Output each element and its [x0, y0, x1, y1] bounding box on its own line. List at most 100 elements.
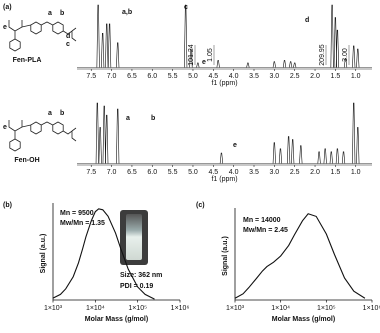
- nmr-peak: [329, 151, 333, 164]
- nmr-peak: [96, 4, 100, 68]
- nmr-peak: [352, 102, 356, 164]
- compound-name: Fen-OH: [14, 157, 39, 164]
- nmr-peak: [343, 58, 348, 68]
- annotation: c: [66, 41, 70, 48]
- annotation: b: [60, 10, 64, 17]
- nmr-peak: [291, 139, 295, 164]
- x-tick-label: 7.0: [107, 169, 117, 176]
- nmr-peak: [341, 151, 346, 164]
- x-tick-label: 1×10⁶: [171, 305, 190, 312]
- annotation: Mw/Mn = 1.35: [60, 220, 105, 227]
- vial-photo: [126, 214, 142, 260]
- x-tick-label: 6.5: [127, 73, 137, 80]
- nmr-peak: [196, 62, 200, 68]
- x-tick-label: 1.5: [331, 169, 341, 176]
- nmr-peak: [105, 114, 109, 164]
- x-tick-label: 1.5: [331, 73, 341, 80]
- y-axis-label: Signal (a.u.): [40, 234, 47, 274]
- nmr-peak: [278, 148, 283, 164]
- x-tick-label: 4.0: [229, 169, 239, 176]
- x-tick-label: 4.5: [208, 73, 218, 80]
- nmr-peak: [219, 152, 224, 164]
- annotation: Size: 362 nm: [120, 272, 162, 279]
- chemical-structure: [8, 120, 77, 152]
- panel-label: (a): [3, 4, 12, 11]
- compound-name: Fen-PLA: [13, 57, 42, 64]
- x-tick-label: 1×10⁵: [128, 305, 147, 312]
- x-tick-label: 5.5: [168, 169, 178, 176]
- x-tick-label: 7.5: [86, 169, 96, 176]
- annotation: Mw/Mn = 2.45: [243, 227, 288, 234]
- x-tick-label: 6.5: [127, 169, 137, 176]
- x-tick-label: 1×10⁴: [271, 305, 290, 312]
- x-tick-label: 1×10³: [44, 305, 63, 312]
- nmr-peak: [246, 62, 250, 68]
- annotation: PDI = 0.19: [120, 283, 153, 290]
- x-tick-label: 3.0: [269, 169, 279, 176]
- nmr-peak: [101, 33, 105, 68]
- nmr-peak: [216, 60, 220, 68]
- nmr-peak: [102, 105, 106, 164]
- annotation: e: [202, 59, 206, 66]
- x-tick-label: 7.0: [107, 73, 117, 80]
- x-tick-label: 3.5: [249, 169, 259, 176]
- annotation: e: [3, 24, 7, 31]
- nmr-peak: [333, 17, 337, 68]
- nmr-peak: [286, 136, 291, 164]
- annotation: Mn = 9500: [60, 210, 94, 217]
- nmr-peak: [352, 45, 356, 68]
- x-tick-label: 2.0: [310, 73, 320, 80]
- annotation: e: [233, 142, 237, 149]
- integral-label: 101.24: [188, 44, 195, 66]
- x-tick-label: 1×10⁵: [317, 305, 336, 312]
- panel-label: (c): [196, 202, 205, 209]
- annotation: a,b: [122, 9, 132, 16]
- x-tick-label: 2.0: [310, 169, 320, 176]
- nmr-peak: [323, 148, 327, 164]
- annotation: Mn = 14000: [243, 217, 281, 224]
- annotation: a: [126, 115, 130, 122]
- x-tick-label: 1×10⁴: [86, 305, 105, 312]
- x-tick-label: 6.0: [147, 169, 157, 176]
- x-tick-label: 4.0: [229, 73, 239, 80]
- nmr-peak: [184, 4, 188, 68]
- x-tick-label: 4.5: [208, 169, 218, 176]
- nmr-peak: [272, 61, 276, 68]
- gpc-curve: [52, 208, 155, 300]
- annotation: e: [3, 124, 7, 131]
- nmr-peak: [282, 60, 287, 68]
- annotation: b: [151, 115, 155, 122]
- x-tick-label: 3.0: [269, 73, 279, 80]
- axes: [52, 203, 180, 301]
- x-tick-label: 5.0: [188, 73, 198, 80]
- nmr-peak: [299, 145, 303, 164]
- nmr-peak: [107, 23, 112, 68]
- x-tick-label: 1.0: [351, 169, 361, 176]
- annotation: b: [60, 110, 64, 117]
- y-axis-label: Signal (a.u.): [222, 236, 229, 276]
- x-tick-label: 3.5: [249, 73, 259, 80]
- integral-label: 3.00: [342, 48, 349, 62]
- x-axis-label: f1 (ppm): [211, 176, 237, 183]
- nmr-peak: [116, 42, 120, 68]
- panel-label: (b): [3, 202, 12, 209]
- nmr-peak: [317, 151, 321, 164]
- annotation: d: [66, 33, 70, 40]
- nmr-peak: [335, 29, 340, 68]
- nmr-peak: [98, 127, 102, 164]
- x-tick-label: 1.0: [351, 73, 361, 80]
- annotation: a: [48, 10, 52, 17]
- nmr-peak: [189, 48, 193, 68]
- x-axis-label: Molar Mass (g/mol): [272, 316, 335, 323]
- nmr-peak: [105, 23, 109, 68]
- nmr-peak: [289, 61, 293, 68]
- x-axis-label: f1 (ppm): [211, 80, 237, 87]
- nmr-peak: [272, 142, 276, 164]
- nmr-peak: [356, 127, 360, 164]
- annotation: a: [48, 110, 52, 117]
- annotation: d: [305, 17, 309, 24]
- chemical-structure: [8, 20, 77, 52]
- x-tick-label: 5.0: [188, 169, 198, 176]
